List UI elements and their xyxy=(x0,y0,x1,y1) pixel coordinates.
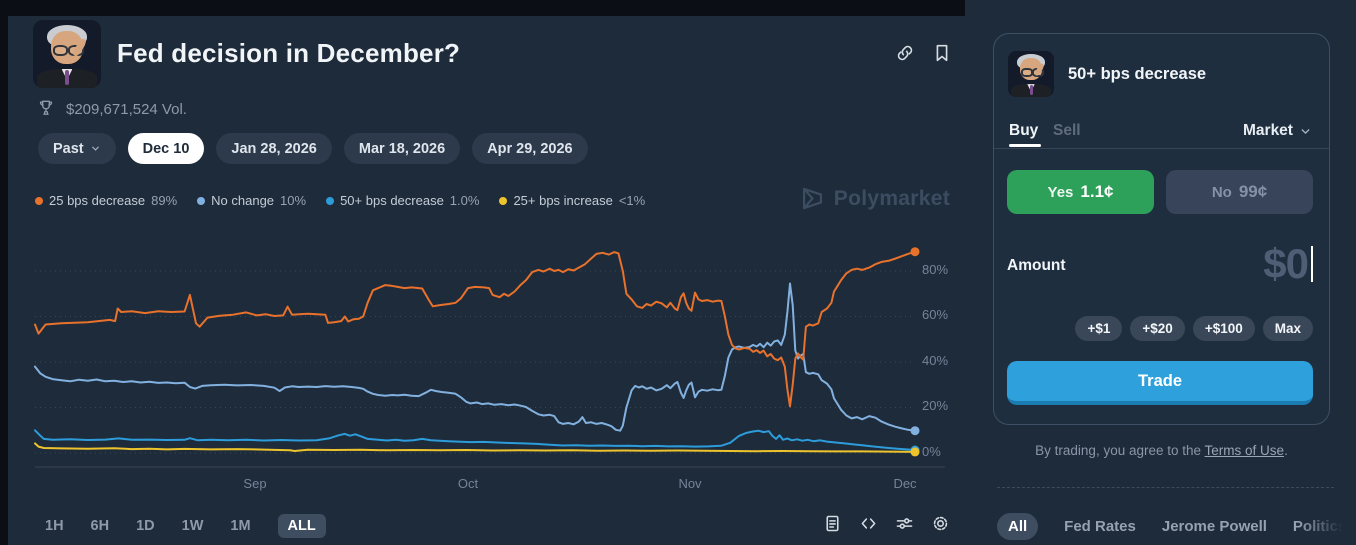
page-title: Fed decision in December? xyxy=(117,38,461,68)
trade-panel xyxy=(993,33,1330,425)
left-edge xyxy=(0,0,8,545)
add-20-button[interactable]: +$20 xyxy=(1130,316,1185,341)
y-tick-20: 20% xyxy=(922,398,949,413)
jerome-powell-portrait-small xyxy=(1008,51,1054,97)
x-tick-nov: Nov xyxy=(678,476,702,491)
x-tick-oct: Oct xyxy=(457,476,479,491)
copy-link-icon[interactable] xyxy=(894,42,916,64)
chevron-down-icon xyxy=(1301,128,1310,134)
buy-tab-underline xyxy=(1009,144,1041,147)
watermark-text: Polymarket xyxy=(833,186,950,210)
amount-value: $0 xyxy=(1263,240,1309,287)
terms-of-use-link[interactable]: Terms of Use xyxy=(1204,443,1285,458)
legend-value: 10% xyxy=(280,193,307,208)
outcome-title: 50+ bps decrease xyxy=(1068,65,1207,83)
yes-price: 1.1¢ xyxy=(1080,182,1114,201)
panel-divider xyxy=(994,148,1329,149)
tag-all[interactable]: All xyxy=(997,513,1039,540)
yes-button[interactable]: Yes 1.1¢ xyxy=(1007,170,1154,214)
chevron-down-icon xyxy=(91,146,99,151)
legend-name: No change xyxy=(211,193,275,208)
timeframe-bar: 1H 6H 1D 1W 1M ALL xyxy=(45,514,326,538)
polymarket-logo-icon xyxy=(802,187,822,210)
polymarket-watermark: Polymarket xyxy=(700,185,950,212)
top-edge xyxy=(0,0,965,16)
terms-suffix: . xyxy=(1284,443,1288,458)
legend-name: 50+ bps decrease xyxy=(340,193,444,208)
quick-amount-row: +$1 +$20 +$100 Max xyxy=(1007,316,1313,341)
add-100-button[interactable]: +$100 xyxy=(1192,316,1255,341)
x-tick-dec: Dec xyxy=(893,476,917,491)
tag-politics[interactable]: Politics xyxy=(1292,518,1347,535)
legend-dot-blue xyxy=(326,196,335,205)
embed-code-icon[interactable] xyxy=(858,513,879,534)
timeframe-1d[interactable]: 1D xyxy=(136,518,155,534)
tag-jerome-powell[interactable]: Jerome Powell xyxy=(1161,518,1267,535)
legend-item[interactable]: 25+ bps increase <1% xyxy=(499,193,645,208)
bookmark-icon[interactable] xyxy=(931,42,953,64)
tag-fed-rates[interactable]: Fed Rates xyxy=(1064,518,1136,535)
tab-buy[interactable]: Buy xyxy=(1009,122,1039,139)
order-type-label: Market xyxy=(1243,122,1293,139)
sidebar-divider xyxy=(997,487,1334,488)
jerome-powell-portrait xyxy=(33,20,101,88)
probability-chart[interactable]: 80% 60% 40% 20% 0% Sep Oct Nov Dec xyxy=(0,230,965,505)
outcome-avatar xyxy=(1008,51,1054,97)
no-button[interactable]: No 99¢ xyxy=(1166,170,1313,214)
no-price: 99¢ xyxy=(1238,182,1268,201)
timeframe-all[interactable]: ALL xyxy=(277,514,326,538)
category-tag-row: All Fed Rates Jerome Powell Politics xyxy=(997,513,1346,540)
y-tick-40: 40% xyxy=(922,353,949,368)
market-avatar xyxy=(33,20,101,88)
no-label: No xyxy=(1211,183,1232,201)
timeframe-6h[interactable]: 6H xyxy=(90,518,110,534)
x-tick-sep: Sep xyxy=(243,476,267,491)
y-tick-60: 60% xyxy=(922,307,949,322)
legend-dot-orange xyxy=(35,196,43,205)
volume-label: $209,671,524 Vol. xyxy=(66,101,187,118)
probability-chart-svg[interactable] xyxy=(0,230,965,505)
timeframe-1w[interactable]: 1W xyxy=(181,518,204,534)
date-tab-jan-28-2026[interactable]: Jan 28, 2026 xyxy=(216,133,332,164)
past-dropdown-label: Past xyxy=(53,140,84,157)
legend-dot-yellow xyxy=(499,196,508,205)
y-tick-0: 0% xyxy=(922,444,941,459)
yes-label: Yes xyxy=(1047,183,1074,201)
legend-value: <1% xyxy=(618,193,646,208)
legend-value: 1.0% xyxy=(449,193,480,208)
legend-item[interactable]: 25 bps decrease 89% xyxy=(35,193,177,208)
legend-item[interactable]: No change 10% xyxy=(197,193,306,208)
legend-name: 25 bps decrease xyxy=(49,193,146,208)
add-1-button[interactable]: +$1 xyxy=(1075,316,1123,341)
date-tab-mar-18-2026[interactable]: Mar 18, 2026 xyxy=(343,133,461,164)
terms-prefix: By trading, you agree to the xyxy=(1035,443,1205,458)
trade-button[interactable]: Trade xyxy=(1007,361,1313,405)
legend-value: 89% xyxy=(151,193,178,208)
notes-icon[interactable] xyxy=(822,513,843,534)
gear-icon[interactable] xyxy=(930,513,951,534)
chart-actions xyxy=(822,513,951,534)
tab-sell[interactable]: Sell xyxy=(1053,122,1081,139)
legend-item[interactable]: 50+ bps decrease 1.0% xyxy=(326,193,479,208)
past-dropdown[interactable]: Past xyxy=(38,133,116,164)
legend-dot-light-blue xyxy=(197,196,206,205)
amount-input[interactable]: $0 xyxy=(1100,240,1313,288)
y-tick-80: 80% xyxy=(922,262,949,277)
sliders-icon[interactable] xyxy=(894,513,915,534)
timeframe-1h[interactable]: 1H xyxy=(45,518,64,534)
trophy-icon xyxy=(39,100,53,115)
max-button[interactable]: Max xyxy=(1262,316,1313,341)
terms-notice: By trading, you agree to the Terms of Us… xyxy=(993,443,1330,458)
order-type-dropdown[interactable]: Market xyxy=(1243,122,1312,140)
date-tab-row: Past Dec 10 Jan 28, 2026 Mar 18, 2026 Ap… xyxy=(38,133,588,164)
date-tab-dec-10[interactable]: Dec 10 xyxy=(127,133,205,164)
text-caret xyxy=(1311,246,1313,282)
chart-legend: 25 bps decrease 89% No change 10% 50+ bp… xyxy=(35,193,645,208)
legend-name: 25+ bps increase xyxy=(513,193,613,208)
amount-label: Amount xyxy=(1007,257,1066,274)
date-tab-apr-29-2026[interactable]: Apr 29, 2026 xyxy=(472,133,588,164)
timeframe-1m[interactable]: 1M xyxy=(230,518,251,534)
